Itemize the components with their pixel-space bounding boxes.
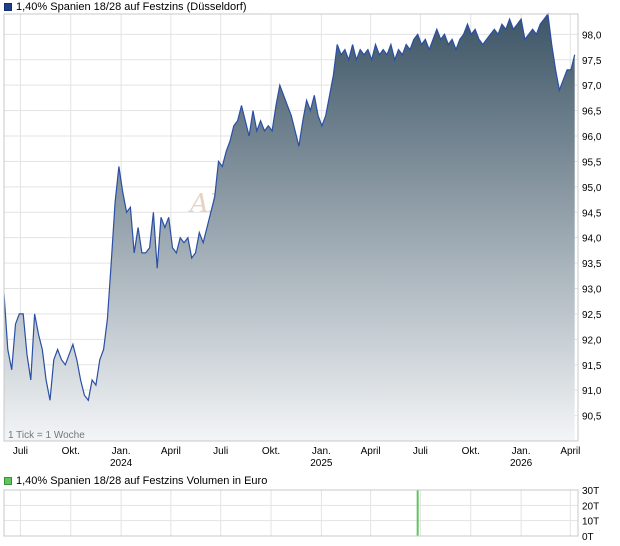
price-x-year-label: 2025	[310, 458, 333, 469]
price-y-tick-label: 92,5	[582, 310, 602, 321]
price-y-tick-label: 91,5	[582, 361, 602, 372]
price-x-tick-label: Okt.	[462, 446, 480, 457]
price-y-tick-label: 96,0	[582, 132, 602, 143]
price-legend-swatch	[4, 3, 12, 11]
volume-y-tick-label: 10T	[582, 517, 599, 528]
volume-y-tick-label: 0T	[582, 532, 594, 543]
price-x-tick-label: Jan.	[312, 446, 331, 457]
price-x-tick-label: Okt.	[62, 446, 80, 457]
volume-plot-frame	[3, 489, 579, 537]
price-y-tick-label: 98,0	[582, 30, 602, 41]
tick-note: 1 Tick = 1 Woche	[8, 430, 85, 441]
volume-chart-panel: 0T 10T 20T 30T	[3, 486, 599, 543]
volume-plot-area	[4, 490, 578, 536]
price-y-tick-label: 97,5	[582, 56, 602, 67]
price-x-year-label: 2024	[110, 458, 133, 469]
price-x-tick-label: April	[560, 446, 580, 457]
volume-legend: 1,40% Spanien 18/28 auf Festzins Volumen…	[4, 474, 267, 488]
price-y-axis: 90,5 91,0 91,5 92,0 92,5 93,0 93,5 94,0 94,5 95,0…	[582, 30, 602, 422]
price-x-year-label: 2026	[510, 458, 533, 469]
price-area	[4, 14, 575, 441]
price-line	[3, 12, 576, 402]
price-x-tick-label: Okt.	[262, 446, 280, 457]
volume-y-axis: 0T 10T 20T 30T	[582, 486, 599, 543]
price-x-tick-label: Juli	[413, 446, 428, 457]
price-y-tick-label: 93,0	[582, 285, 602, 296]
volume-y-tick-label: 20T	[582, 501, 599, 512]
price-x-tick-label: April	[361, 446, 381, 457]
volume-bars	[416, 490, 419, 536]
price-x-tick-label: Juli	[13, 446, 28, 457]
price-x-tick-label: Jan.	[512, 446, 531, 457]
price-y-tick-label: 94,5	[582, 208, 602, 219]
price-y-tick-label: 94,0	[582, 234, 602, 245]
volume-bar	[416, 490, 419, 536]
price-y-tick-label: 90,5	[582, 412, 602, 423]
price-x-tick-label: Juli	[213, 446, 228, 457]
price-y-tick-label: 91,0	[582, 386, 602, 397]
price-y-tick-label: 96,5	[582, 107, 602, 118]
price-x-tick-label: Jan.	[112, 446, 131, 457]
price-y-tick-label: 92,0	[582, 335, 602, 346]
price-legend-label: 1,40% Spanien 18/28 auf Festzins (Düssel…	[16, 1, 247, 13]
volume-legend-label: 1,40% Spanien 18/28 auf Festzins Volumen…	[16, 475, 268, 487]
price-y-tick-label: 95,5	[582, 157, 602, 168]
price-y-tick-label: 97,0	[582, 81, 602, 92]
price-legend: 1,40% Spanien 18/28 auf Festzins (Düssel…	[4, 0, 247, 14]
price-y-tick-label: 95,0	[582, 183, 602, 194]
price-plot-frame	[3, 13, 579, 442]
volume-y-tick-label: 30T	[582, 486, 599, 497]
price-chart-panel: AKTI 90,591,091,592,092,593,093,594,094,…	[3, 12, 602, 469]
price-x-tick-label: April	[161, 446, 181, 457]
volume-legend-swatch	[4, 477, 12, 485]
price-y-tick-label: 93,5	[582, 259, 602, 270]
